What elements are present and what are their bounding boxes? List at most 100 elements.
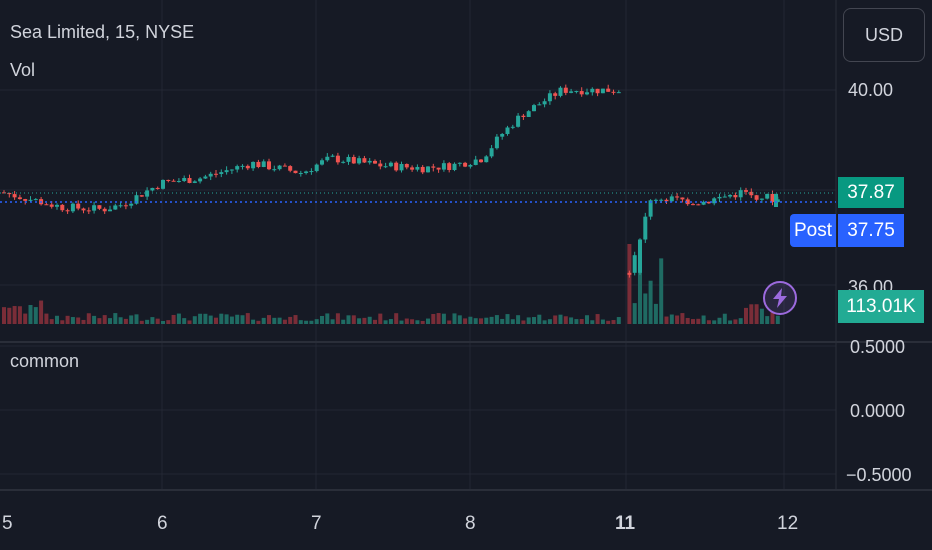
volume-bar <box>92 315 97 324</box>
volume-bar <box>436 313 441 324</box>
volume-bar <box>500 318 505 324</box>
volume-bar <box>383 320 388 324</box>
candle-body <box>81 208 86 211</box>
candle-body <box>410 167 415 170</box>
candle-body <box>351 156 356 164</box>
candle-body <box>251 161 256 169</box>
volume-bar <box>775 315 780 324</box>
candle-body <box>55 204 59 207</box>
candle-body <box>563 87 568 93</box>
candle-body <box>765 193 770 199</box>
currency-button[interactable]: USD <box>843 8 925 62</box>
volume-bar <box>219 313 224 324</box>
symbol-legend[interactable]: Sea Limited, 15, NYSE <box>10 22 195 42</box>
candle-body <box>600 88 605 94</box>
candle-body <box>431 166 436 168</box>
candle-body <box>611 91 616 93</box>
candle-body <box>553 93 558 96</box>
volume-bar <box>17 306 22 324</box>
time-axis-label: 8 <box>465 513 476 534</box>
candle-body <box>17 197 22 200</box>
volume-bar <box>722 313 727 324</box>
candle-body <box>463 162 468 167</box>
volume-bar <box>457 315 462 324</box>
volume-bar <box>547 319 552 324</box>
candle-body <box>728 195 733 197</box>
candle-body <box>420 166 425 173</box>
volume-bar <box>563 316 568 324</box>
candle-body <box>632 255 637 273</box>
volume-bar <box>214 317 218 324</box>
candle-body <box>696 204 701 206</box>
candle-body <box>521 115 526 118</box>
volume-bar <box>341 319 346 324</box>
candle-body <box>155 187 160 189</box>
volume-bar <box>579 319 584 324</box>
candle-body <box>150 187 155 191</box>
candle-body <box>774 193 778 207</box>
volume-bar <box>521 320 526 324</box>
volume-bar <box>643 293 648 324</box>
candle-body <box>770 193 775 203</box>
volume-bar <box>282 319 287 324</box>
volume-bar <box>696 318 701 324</box>
volume-bar <box>55 315 59 324</box>
lightning-icon[interactable] <box>763 281 797 315</box>
candle-body <box>659 199 664 201</box>
volume-bar <box>65 315 70 324</box>
volume-bar <box>176 313 181 324</box>
volume-bar <box>744 307 748 324</box>
volume-bar <box>510 319 515 324</box>
candle-body <box>754 195 759 200</box>
candle-body <box>277 165 282 170</box>
time-axis[interactable]: 5 6 7 8 11 12 <box>2 513 798 534</box>
volume-bar <box>717 317 722 324</box>
volume-bar <box>706 320 711 324</box>
candle-body <box>60 204 65 211</box>
volume-bar <box>2 307 6 324</box>
volume-bar <box>611 320 616 324</box>
candle-body <box>706 201 711 204</box>
volume-bar <box>39 300 44 324</box>
candle-body <box>722 196 727 198</box>
volume-legend[interactable]: Vol <box>10 60 36 80</box>
candle-body <box>537 104 542 106</box>
candle-body <box>7 192 12 195</box>
candle-body <box>171 180 176 182</box>
volume-bar <box>754 304 759 324</box>
candle-body <box>161 179 165 189</box>
volume-bar <box>240 315 245 324</box>
candle-body <box>479 159 483 163</box>
candle-body <box>585 92 589 95</box>
candle-body <box>129 203 134 206</box>
candle-body <box>102 208 107 212</box>
candle-body <box>569 91 574 93</box>
price-lines <box>0 192 836 203</box>
volume-bar <box>129 315 134 324</box>
candle-body <box>685 199 690 205</box>
candle-body <box>744 190 748 192</box>
volume-bar <box>749 304 754 324</box>
candle-body <box>526 111 531 118</box>
volume-bar <box>404 318 409 324</box>
candle-body <box>245 165 250 169</box>
volume-bar <box>134 314 139 324</box>
volume-bar <box>49 319 54 324</box>
volume-bar <box>532 317 536 324</box>
volume-bar <box>484 317 489 324</box>
volume-bar <box>145 319 150 324</box>
candle-body <box>643 216 648 240</box>
volume-bar <box>187 320 192 324</box>
volume-bar <box>76 317 81 324</box>
candle-body <box>579 91 584 95</box>
volume-bar <box>553 315 558 324</box>
candle-body <box>373 160 377 164</box>
volume-bar <box>691 319 695 324</box>
volume-bar <box>373 319 377 324</box>
last-price-badge: 37.87 <box>838 177 904 208</box>
candle-body <box>203 176 208 179</box>
indicator-legend[interactable]: common <box>10 351 80 371</box>
volume-bar <box>701 315 706 324</box>
